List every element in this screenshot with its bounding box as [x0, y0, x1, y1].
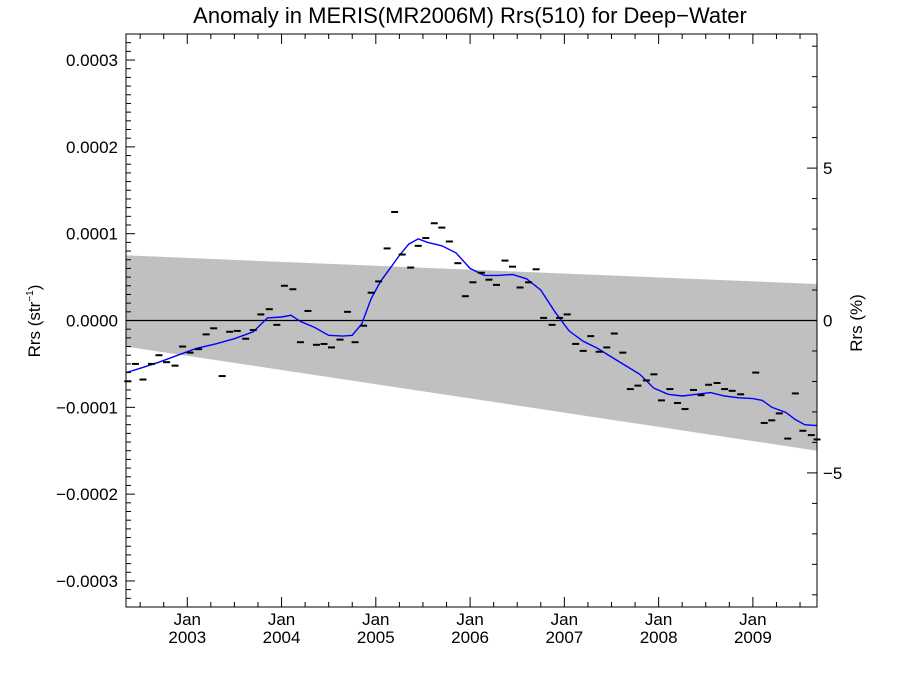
x-tick-year-label: 2005 [357, 628, 395, 647]
trend-line-layer [125, 238, 818, 427]
y-tick-label: 0.0003 [66, 51, 118, 70]
y-tick-label: 0.0001 [66, 225, 118, 244]
data-points-layer [124, 210, 821, 441]
x-tick-month-label: Jan [362, 610, 389, 629]
x-tick-month-label: Jan [551, 610, 578, 629]
y-axis-left-label: Rrs (str−1) [25, 285, 44, 358]
y-tick-label: −0.0003 [56, 572, 118, 591]
x-tick-month-label: Jan [268, 610, 295, 629]
y-axis-left-label-exponent: −1 [25, 290, 36, 302]
y-tick-label: 0.0000 [66, 312, 118, 331]
x-tick-year-label: 2003 [168, 628, 206, 647]
x-tick-month-label: Jan [174, 610, 201, 629]
y2-tick-label: 5 [823, 159, 832, 178]
x-tick-year-label: 2006 [451, 628, 489, 647]
chart-title: Anomaly in MERIS(MR2006M) Rrs(510) for D… [193, 3, 747, 28]
y-tick-label: −0.0001 [56, 398, 118, 417]
confidence-band-layer [126, 255, 817, 451]
x-tick-month-label: Jan [739, 610, 766, 629]
series-line-0 [125, 238, 818, 427]
x-tick-month-label: Jan [645, 610, 672, 629]
y-axis-right-label: Rrs (%) [847, 294, 866, 352]
uncertainty-band [126, 255, 817, 451]
x-tick-year-label: 2004 [263, 628, 301, 647]
y-tick-label: −0.0002 [56, 485, 118, 504]
y2-tick-label: 0 [823, 312, 832, 331]
x-tick-year-label: 2008 [640, 628, 678, 647]
x-tick-year-label: 2009 [734, 628, 772, 647]
y-tick-label: 0.0002 [66, 138, 118, 157]
ticks-layer: 0.0003 0.0002 0.0001 0.0000 −0.0001 −0.0002 −0… [56, 34, 842, 647]
x-tick-year-label: 2007 [545, 628, 583, 647]
y2-tick-label: −5 [823, 464, 842, 483]
x-tick-month-label: Jan [456, 610, 483, 629]
